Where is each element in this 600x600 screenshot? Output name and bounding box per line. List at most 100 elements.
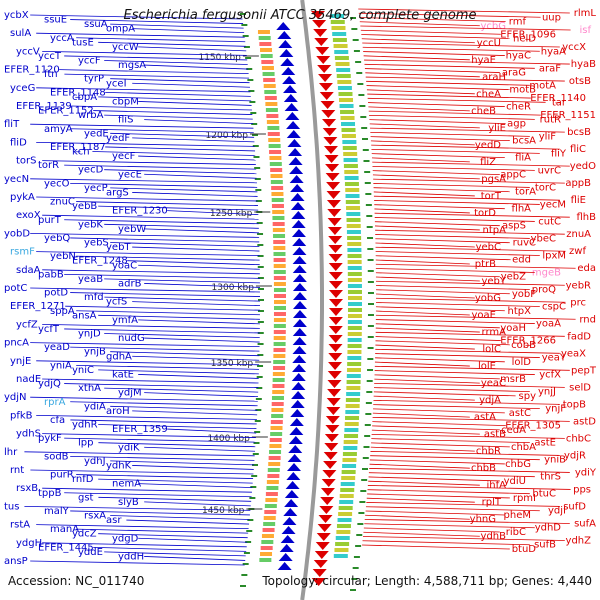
reverse-gene-arrow: [323, 137, 338, 145]
feature-strip: [270, 432, 283, 436]
feature-strip: [347, 338, 362, 342]
gene-label-forward: yeaD: [44, 342, 70, 353]
gene-label-forward: ftn: [44, 69, 58, 80]
reverse-gene-arrow: [328, 290, 343, 298]
gene-leader-reverse: [374, 378, 480, 384]
reverse-gene-arrow: [326, 200, 341, 208]
gene-label-reverse: ydjA: [479, 395, 501, 406]
feature-strip: [270, 180, 283, 184]
gene-leader-reverse: [375, 242, 475, 248]
feature-strip: [347, 242, 362, 246]
forward-gene-arrow: [284, 490, 299, 498]
feature-strip: [269, 162, 282, 166]
gene-leader-forward: [70, 128, 254, 134]
feature-strip: [270, 426, 283, 430]
gene-leader-reverse: [370, 446, 475, 452]
gene-leader-forward: [110, 78, 250, 84]
gene-leader-forward: [110, 405, 258, 411]
feature-strip: [347, 302, 362, 306]
reverse-gene-arrow: [326, 182, 341, 190]
gene-label-forward: sdaA: [16, 265, 41, 276]
gene-leader-forward: [70, 182, 258, 188]
gene-leader-reverse: [373, 404, 540, 410]
gene-label-reverse: prc: [570, 297, 586, 308]
gene-leader-forward: [64, 273, 260, 279]
gene-leader-forward: [104, 551, 246, 557]
gene-label-reverse: EFER_1096: [500, 29, 556, 40]
gene-label-reverse: thrS: [540, 472, 561, 483]
gene-leader-reverse: [368, 106, 470, 112]
gene-leader-reverse: [371, 429, 480, 435]
feature-strip: [345, 416, 360, 420]
feature-strip: [263, 522, 276, 526]
gene-label-forward: znuC: [50, 197, 75, 208]
reverse-gene-arrow: [326, 191, 341, 199]
feature-strip: [347, 272, 362, 276]
gene-leader-forward: [76, 310, 260, 316]
reverse-gene-arrow: [328, 272, 343, 280]
kbp-tick-label: 1400 kbp: [207, 434, 250, 444]
feature-strip: [341, 470, 356, 474]
gene-label-reverse: eda: [577, 263, 596, 274]
feature-strip: [273, 312, 286, 316]
gene-leader-forward: [64, 492, 252, 498]
feature-strip: [347, 284, 362, 288]
feature-strip: [272, 390, 285, 394]
gene-label-reverse: rplT: [482, 497, 502, 508]
reverse-gene-arrow: [326, 398, 341, 406]
gene-leader-forward: [110, 515, 250, 520]
feature-strip: [265, 492, 278, 496]
forward-gene-arrow: [280, 58, 295, 66]
gene-leader-forward: [70, 346, 260, 352]
gene-label-forward: yccA: [50, 33, 74, 44]
gene-label-forward: ydgH: [16, 538, 42, 549]
feature-strip: [260, 54, 273, 58]
gene-leader-forward: [42, 269, 260, 275]
feature-strip: [341, 128, 356, 132]
gene-leader-forward: [144, 119, 254, 125]
gene-leader-reverse: [373, 395, 475, 401]
gene-label-forward: EFER_1139: [16, 101, 72, 112]
gene-label-forward: ynjD: [78, 329, 101, 340]
genome-title: Escherichia fergusonii ATCC 35469, compl…: [123, 8, 477, 23]
feature-strip: [345, 188, 360, 192]
reverse-gene-arrow: [320, 488, 335, 496]
gene-label-reverse: yniB: [544, 455, 566, 466]
gene-label-reverse: znuA: [566, 229, 591, 240]
gene-leader-forward: [104, 333, 260, 338]
gene-leader-reverse: [367, 493, 510, 499]
gene-label-reverse: torA: [515, 187, 536, 198]
gene-label-reverse: yebC: [476, 242, 501, 253]
gene-leader-reverse: [374, 212, 570, 218]
gene-label-forward: yeaB: [78, 274, 103, 285]
gene-label-reverse: cspC: [542, 302, 566, 313]
gene-leader-reverse: [373, 408, 505, 414]
gene-label-forward: tusE: [72, 37, 94, 48]
gene-leader-reverse: [359, 17, 506, 22]
gene-leader-reverse: [375, 314, 576, 320]
gene-leader-forward: [98, 96, 252, 102]
gene-leader-forward: [30, 14, 243, 20]
gene-leader-reverse: [364, 523, 535, 529]
feature-strip: [264, 510, 277, 514]
reverse-gene-arrow: [326, 407, 341, 415]
feature-strip: [272, 378, 285, 382]
gene-leader-reverse: [375, 327, 480, 333]
feature-strip: [273, 258, 286, 262]
gene-leader-reverse: [362, 46, 540, 52]
gene-label-reverse: yeaX: [561, 348, 586, 359]
feature-strip: [268, 456, 281, 460]
gene-label-reverse: ruvC: [513, 238, 536, 249]
feature-strip: [344, 428, 359, 432]
feature-strip: [273, 336, 286, 340]
gene-label-reverse: rnd: [579, 314, 596, 325]
gene-leader-reverse: [374, 365, 570, 371]
gene-leader-reverse: [375, 276, 480, 282]
gene-leader-reverse: [372, 425, 500, 431]
gene-label-forward: asr: [106, 515, 122, 526]
gene-label-forward: rprA: [44, 397, 66, 408]
gene-label-forward: mgsA: [118, 60, 146, 71]
gene-leader-forward: [138, 46, 247, 52]
gene-leader-forward: [36, 360, 260, 366]
feature-strip: [343, 152, 358, 156]
